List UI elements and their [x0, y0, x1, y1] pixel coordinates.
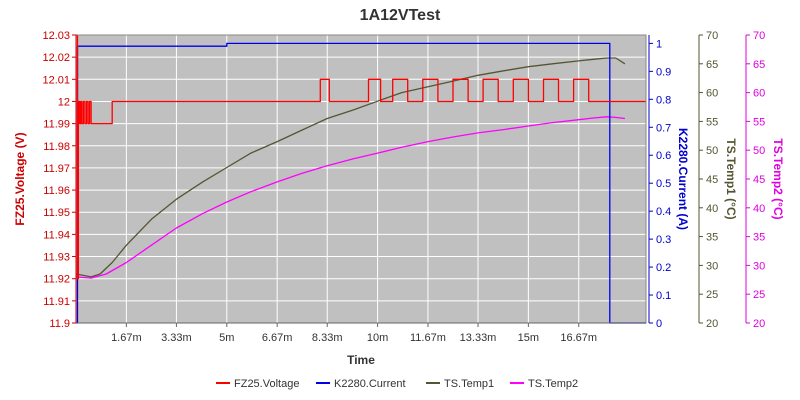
temp1-tick-label: 70 — [706, 30, 718, 42]
x-tick-label: 10m — [367, 332, 388, 344]
current-tick-label: 1 — [656, 38, 662, 50]
chart-title: 1A12VTest — [360, 7, 441, 24]
voltage-tick-label: 12.03 — [42, 30, 70, 42]
x-tick-label: 5m — [219, 332, 234, 344]
voltage-tick-label: 11.97 — [43, 163, 70, 175]
temp1-axis: 20 25 30 35 40 45 50 55 60 65 70 — [698, 30, 718, 330]
x-tick-label: 3.33m — [161, 332, 192, 344]
temp2-axis-label: TS.Temp2 (°C) — [771, 138, 785, 219]
legend-label-fz25-voltage: FZ25.Voltage — [234, 378, 299, 390]
voltage-tick-label: 11.96 — [43, 185, 70, 197]
x-tick-label: 1.67m — [111, 332, 142, 344]
temp1-tick-label: 30 — [706, 260, 718, 272]
current-tick-label: 0.4 — [656, 206, 671, 218]
voltage-tick-label: 12 — [58, 96, 70, 108]
voltage-tick-label: 11.99 — [43, 119, 70, 131]
temp2-axis: 20 25 30 35 40 45 50 55 60 65 70 — [745, 30, 765, 330]
current-tick-label: 0.5 — [656, 178, 671, 190]
voltage-tick-label: 12.01 — [42, 74, 70, 86]
legend-label-k2280-current: K2280.Current — [334, 378, 406, 390]
temp1-tick-label: 40 — [706, 203, 718, 215]
current-tick-label: 0 — [656, 318, 662, 330]
current-tick-label: 0.6 — [656, 150, 671, 162]
x-tick-label: 11.67m — [410, 332, 446, 344]
voltage-tick-label: 11.91 — [43, 296, 70, 308]
temp1-axis-label: TS.Temp1 (°C) — [724, 138, 738, 219]
temp2-tick-label: 35 — [753, 232, 765, 244]
series-line-k2280-current — [76, 42, 646, 324]
current-tick-label: 0.1 — [656, 290, 671, 302]
temp1-tick-label: 50 — [706, 145, 718, 157]
series-line-fz25-voltage — [76, 34, 646, 280]
voltage-tick-label: 11.94 — [43, 229, 70, 241]
temp2-tick-label: 40 — [753, 203, 765, 215]
current-tick-label: 0.8 — [656, 94, 671, 106]
temp2-tick-label: 50 — [753, 145, 765, 157]
voltage-tick-label: 11.92 — [43, 274, 70, 286]
temp1-tick-label: 55 — [706, 116, 718, 128]
temp2-tick-label: 20 — [753, 318, 765, 330]
series-line-ts-temp2 — [75, 116, 625, 279]
voltage-axis: 11.9 11.91 11.92 11.93 11.94 11.95 11.96 11.97 1… — [42, 30, 77, 330]
temp2-tick-label: 30 — [753, 260, 765, 272]
legend-label-ts-temp1: TS.Temp1 — [444, 378, 494, 390]
temp2-tick-label: 65 — [753, 59, 765, 71]
legend: FZ25.Voltage K2280.Current TS.Temp1 TS.Temp… — [216, 378, 578, 390]
x-tick-label: 13.33m — [460, 332, 497, 344]
temp1-tick-label: 20 — [706, 318, 718, 330]
temp1-tick-label: 35 — [706, 232, 718, 244]
plot-area — [76, 35, 646, 323]
voltage-tick-label: 11.95 — [43, 207, 70, 219]
voltage-axis-label: FZ25.Voltage (V) — [13, 132, 27, 225]
series-layer — [75, 34, 646, 324]
x-tick-label: 6.67m — [262, 332, 293, 344]
current-tick-label: 0.7 — [656, 122, 671, 134]
temp2-tick-label: 55 — [753, 116, 765, 128]
x-tick-label: 8.33m — [312, 332, 343, 344]
temp1-tick-label: 25 — [706, 289, 718, 301]
x-axis: 1.67m 3.33m 5m 6.67m 8.33m 10m 11.67m 13.33m 15m… — [76, 322, 646, 344]
series-line-ts-temp1 — [75, 57, 626, 278]
legend-label-ts-temp2: TS.Temp2 — [528, 378, 578, 390]
temp2-tick-label: 60 — [753, 88, 765, 100]
temp1-tick-label: 45 — [706, 174, 718, 186]
temp2-tick-label: 25 — [753, 289, 765, 301]
temp1-tick-label: 60 — [706, 88, 718, 100]
voltage-tick-label: 11.93 — [43, 252, 70, 264]
voltage-tick-label: 12.02 — [42, 52, 70, 64]
current-tick-label: 0.2 — [656, 262, 671, 274]
current-axis: 0 0.1 0.2 0.3 0.4 0.5 0.6 0.7 0.8 0.9 1 — [648, 35, 671, 330]
x-tick-label: 16.67m — [560, 332, 597, 344]
temp1-tick-label: 65 — [706, 59, 718, 71]
current-axis-label: K2280.Current (A) — [676, 128, 690, 230]
voltage-tick-label: 11.98 — [43, 141, 70, 153]
x-axis-label: Time — [347, 353, 375, 367]
voltage-tick-label: 11.9 — [49, 318, 70, 330]
temp2-tick-label: 70 — [753, 30, 765, 42]
current-tick-label: 0.9 — [656, 66, 671, 78]
current-tick-label: 0.3 — [656, 234, 671, 246]
temp2-tick-label: 45 — [753, 174, 765, 186]
x-tick-label: 15m — [518, 332, 539, 344]
